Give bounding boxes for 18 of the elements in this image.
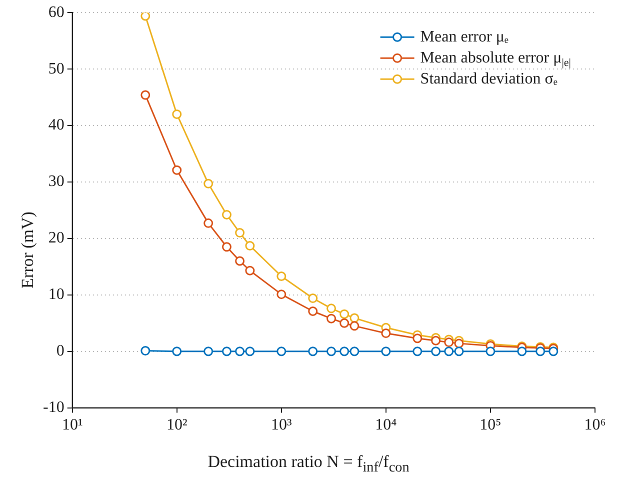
y-tick-label: 30: [48, 173, 64, 190]
x-tick-label: 10⁶: [584, 416, 606, 434]
x-axis-title: Decimation ratio N = f$_{inf}$/f$_{con}$: [206, 452, 410, 476]
x-tick-label: 10²: [166, 416, 188, 434]
y-axis-title: Error (mV): [18, 212, 38, 288]
x-tick-label: 10⁴: [375, 416, 398, 434]
y-tick-label: -10: [43, 399, 64, 416]
y-tick-label: 20: [48, 230, 64, 247]
x-tick-label: 10⁵: [480, 416, 502, 434]
x-tick-label: 10³: [271, 416, 292, 434]
y-tick-label: 50: [48, 60, 64, 78]
y-tick-label: 10: [48, 286, 64, 304]
y-tick-label: 60: [48, 4, 64, 21]
y-tick-label: 40: [48, 116, 64, 134]
legend-label: Mean error μₑ: [420, 28, 508, 46]
y-tick-label: 0: [56, 342, 64, 360]
x-tick-label: 10¹: [62, 416, 83, 434]
legend-label: Standard deviation σₑ: [420, 70, 558, 88]
